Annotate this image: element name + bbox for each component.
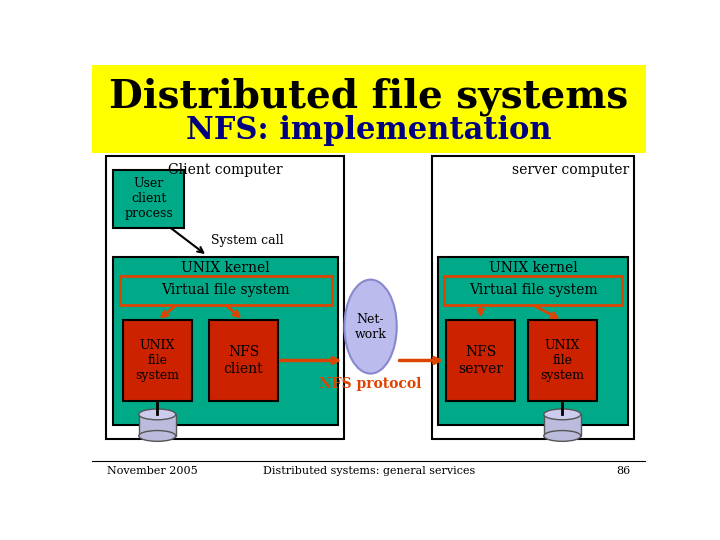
Bar	[446, 320, 516, 401]
Text: UNIX
file
system: UNIX file system	[135, 339, 179, 382]
Text: UNIX kernel: UNIX kernel	[489, 261, 577, 275]
Bar	[139, 414, 176, 436]
Text: Virtual file system: Virtual file system	[161, 284, 290, 298]
Bar	[106, 156, 344, 439]
Ellipse shape	[544, 409, 581, 420]
Text: Virtual file system: Virtual file system	[469, 284, 598, 298]
Bar	[438, 257, 628, 425]
Text: UNIX kernel: UNIX kernel	[181, 261, 270, 275]
Text: November 2005: November 2005	[107, 465, 198, 476]
Text: User
client
process: User client process	[125, 177, 173, 220]
Bar	[209, 320, 278, 401]
Text: System call: System call	[211, 234, 284, 247]
Text: NFS
server: NFS server	[458, 346, 503, 376]
Text: server computer: server computer	[512, 164, 629, 177]
Text: NFS: implementation: NFS: implementation	[186, 115, 552, 146]
Bar	[92, 65, 647, 153]
Text: 86: 86	[616, 465, 631, 476]
Text: Client computer: Client computer	[168, 164, 283, 177]
Ellipse shape	[544, 430, 581, 441]
Ellipse shape	[139, 409, 176, 420]
Bar	[120, 276, 332, 305]
Text: NFS
client: NFS client	[224, 346, 264, 376]
Bar	[113, 170, 184, 228]
Bar	[122, 320, 192, 401]
Bar	[528, 320, 597, 401]
Ellipse shape	[139, 430, 176, 441]
Text: UNIX
file
system: UNIX file system	[540, 339, 584, 382]
Ellipse shape	[344, 280, 397, 374]
Bar	[432, 156, 634, 439]
Text: Net-
work: Net- work	[355, 313, 387, 341]
Bar	[544, 414, 581, 436]
Text: Distributed systems: general services: Distributed systems: general services	[263, 465, 475, 476]
Text: NFS protocol: NFS protocol	[320, 376, 422, 390]
Bar	[113, 257, 338, 425]
Bar	[444, 276, 621, 305]
Text: Distributed file systems: Distributed file systems	[109, 78, 629, 117]
